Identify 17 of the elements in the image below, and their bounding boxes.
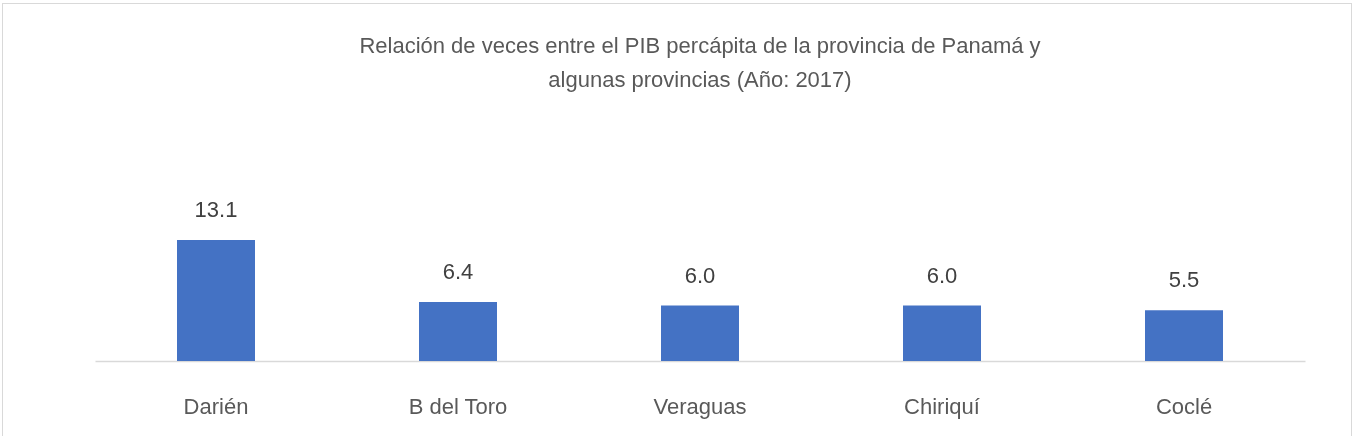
data-label: 6.4 bbox=[442, 258, 474, 284]
data-label: 13.1 bbox=[194, 197, 238, 222]
bar bbox=[903, 305, 981, 361]
text: algunas provincias (Año: 2017) bbox=[548, 67, 852, 92]
bar bbox=[177, 240, 255, 361]
bar bbox=[419, 301, 497, 361]
x-tick-label: Veraguas bbox=[653, 393, 747, 419]
data-label: 6.0 bbox=[926, 262, 958, 288]
x-tick-label: Darién bbox=[183, 393, 249, 419]
data-label: 6.0 bbox=[684, 262, 716, 288]
bar bbox=[661, 305, 739, 361]
x-tick-label: Coclé bbox=[1155, 393, 1213, 419]
x-tick-label: B del Toro bbox=[408, 393, 508, 419]
bar bbox=[1145, 310, 1223, 361]
data-label: 5.5 bbox=[1168, 267, 1200, 293]
text: Relación de veces entre el PIB percápita de la provincia de Panamá y bbox=[359, 33, 1041, 58]
x-tick-label: Chiriquí bbox=[904, 393, 980, 419]
